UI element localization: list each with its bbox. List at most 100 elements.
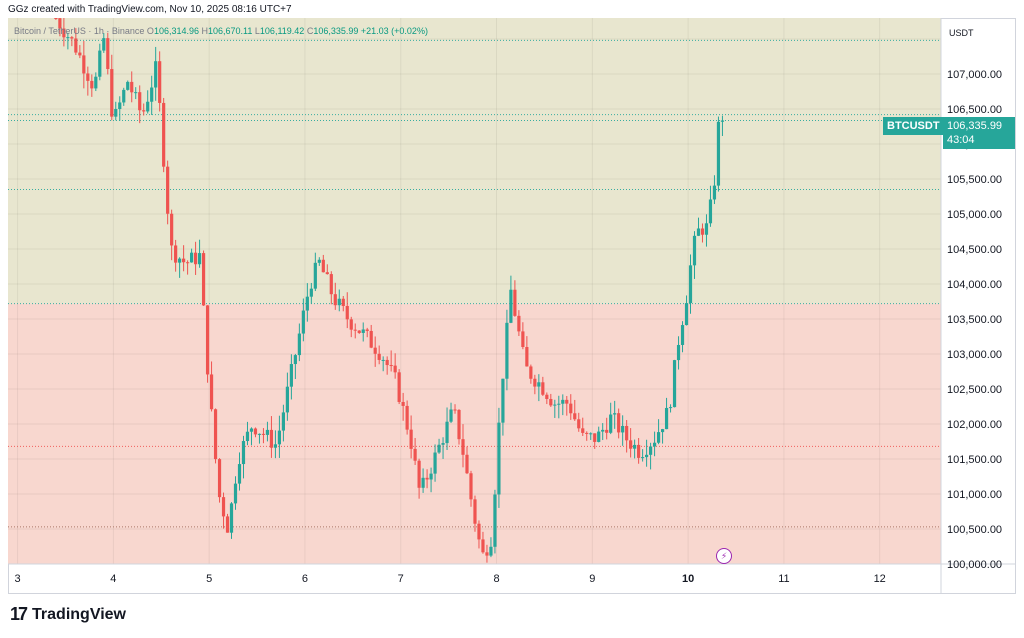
- legend-high: 106,670.11: [208, 26, 253, 36]
- candle-body: [98, 50, 102, 77]
- candle-body: [345, 305, 349, 320]
- candle-body: [229, 503, 234, 533]
- candle-body: [712, 185, 717, 200]
- candle-body: [672, 360, 677, 408]
- watermark-header: GGz created with TradingView.com, Nov 10…: [8, 4, 292, 15]
- candle-body: [625, 425, 629, 441]
- candle-body: [265, 429, 270, 435]
- candle-body: [189, 252, 194, 263]
- y-tick-label: 103,000.00: [947, 349, 1002, 361]
- legend-low-label: L: [254, 26, 260, 36]
- candle-body: [126, 81, 130, 90]
- candle-body: [94, 76, 98, 89]
- candle-body: [90, 80, 94, 89]
- candle-body: [78, 52, 82, 56]
- candle-body: [186, 262, 190, 264]
- y-tick-label: 100,000.00: [947, 559, 1002, 571]
- candle-body: [553, 404, 557, 406]
- candle-body: [637, 444, 641, 458]
- candle-body: [493, 494, 497, 547]
- lightning-icon[interactable]: ⚡: [716, 548, 732, 564]
- candle-body: [505, 322, 509, 379]
- candle-body: [333, 294, 337, 306]
- candle-body: [205, 305, 210, 375]
- candle-body: [485, 552, 489, 556]
- candle-body: [349, 319, 353, 330]
- candle-body: [605, 429, 609, 433]
- candle-body: [102, 38, 106, 51]
- candle-body: [609, 414, 613, 433]
- candle-body: [629, 440, 633, 449]
- candle-body: [58, 18, 62, 29]
- candle-body: [357, 330, 361, 333]
- candle-body: [110, 69, 114, 117]
- price-chart[interactable]: USDT 100,000.00 100,500.00 101,000.00 101,50…: [8, 18, 1016, 594]
- candle-body: [106, 38, 110, 70]
- candle-body: [533, 378, 537, 387]
- candle-body: [285, 386, 289, 413]
- candle-body: [341, 298, 345, 306]
- candle-body: [433, 452, 437, 474]
- candle-body: [209, 374, 214, 410]
- x-tick-label: 6: [302, 573, 308, 585]
- candle-body: [289, 364, 293, 387]
- candle-body: [621, 425, 625, 433]
- candle-body: [325, 272, 329, 275]
- candle-body: [293, 355, 297, 365]
- candle-body: [170, 213, 174, 246]
- candle-body: [660, 429, 665, 433]
- candle-body: [521, 331, 525, 347]
- y-tick-label: 100,500.00: [947, 524, 1002, 536]
- candle-body: [301, 310, 305, 334]
- candle-body: [668, 407, 673, 409]
- candle-body: [565, 399, 569, 404]
- price-zone-0: [8, 18, 941, 304]
- candle-body: [509, 289, 513, 323]
- candle-body: [696, 228, 701, 236]
- y-tick-label: 101,500.00: [947, 454, 1002, 466]
- candle-body: [118, 102, 122, 110]
- candle-body: [373, 347, 377, 354]
- candle-body: [82, 55, 86, 74]
- candle-body: [453, 409, 457, 411]
- y-tick-label: 107,000.00: [947, 69, 1002, 81]
- symbol-badge: BTCUSDT: [883, 117, 944, 135]
- candle-body: [421, 477, 425, 488]
- candle-body: [716, 121, 721, 186]
- candle-body: [74, 38, 78, 53]
- candle-body: [501, 378, 505, 423]
- candle-body: [245, 431, 250, 442]
- candle-body: [577, 419, 581, 429]
- x-tick-label: 12: [874, 573, 886, 585]
- candle-body: [174, 245, 178, 263]
- candle-body: [429, 473, 433, 480]
- candle-body: [561, 399, 565, 404]
- candle-body: [281, 412, 285, 431]
- candle-body: [473, 499, 477, 524]
- candle-body: [645, 454, 649, 458]
- candle-body: [617, 413, 621, 433]
- candle-body: [369, 330, 373, 348]
- candle-body: [86, 73, 90, 81]
- y-tick-label: 104,000.00: [947, 279, 1002, 291]
- candle-body: [597, 431, 601, 442]
- candle-body: [664, 407, 669, 430]
- candle-body: [688, 265, 693, 304]
- candle-body: [393, 365, 397, 373]
- candle-body: [545, 394, 549, 399]
- x-tick-label: 8: [493, 573, 499, 585]
- candle-body: [317, 259, 321, 263]
- candle-body: [437, 444, 441, 453]
- candle-body: [641, 457, 645, 459]
- candle-body: [142, 110, 146, 112]
- candle-body: [162, 102, 166, 167]
- candle-body: [365, 329, 369, 331]
- y-tick-label: 105,000.00: [947, 209, 1002, 221]
- candle-body: [253, 428, 258, 435]
- legend-symbol: Bitcoin / TetherUS · 1h · Binance: [14, 26, 145, 36]
- candle-body: [581, 428, 585, 433]
- candle-body: [405, 405, 409, 430]
- candle-body: [633, 444, 637, 449]
- legend-close: 106,335.99: [313, 26, 359, 36]
- candle-body: [704, 223, 709, 235]
